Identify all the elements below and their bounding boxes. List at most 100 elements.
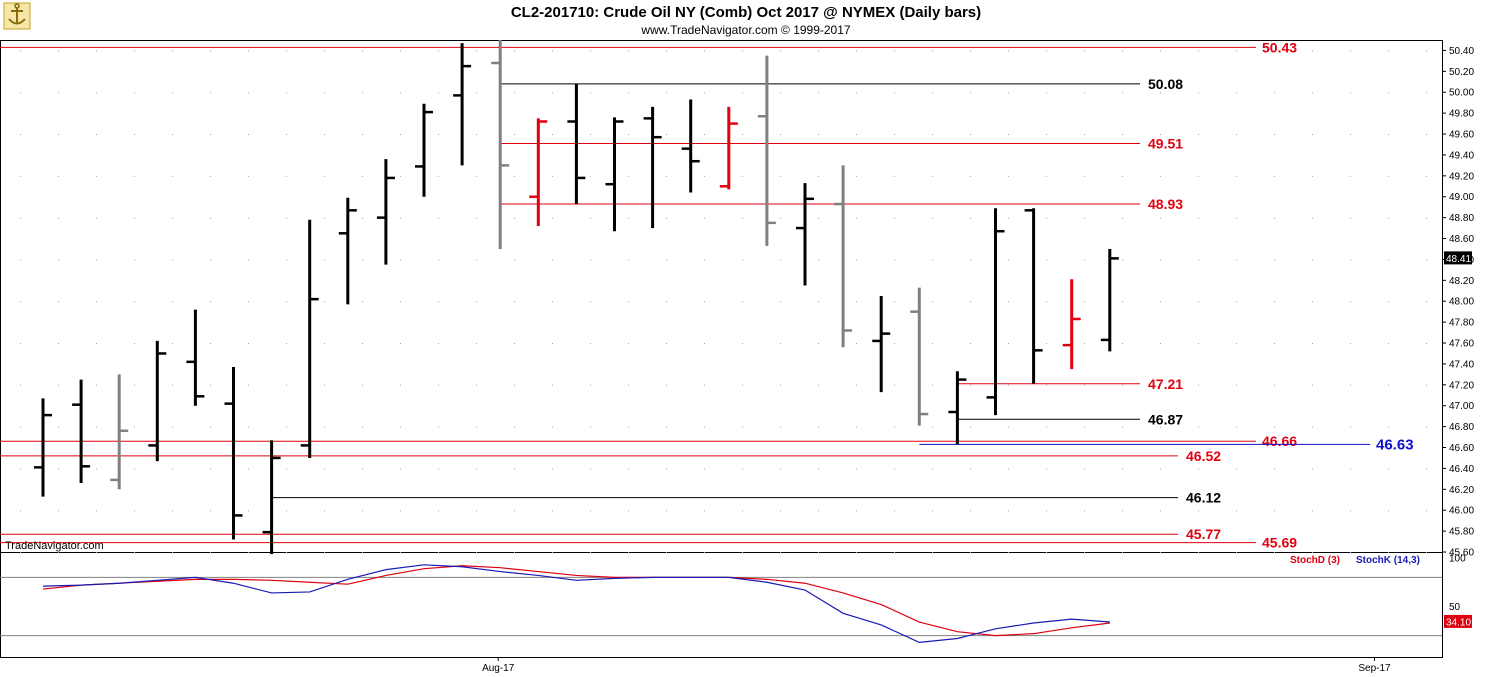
grid-dot [970,301,971,303]
grid-dot [1274,510,1275,512]
grid-dot [666,552,667,553]
grid-dot [1008,134,1009,136]
stoch-y-tick-label: 50 [1449,602,1461,613]
grid-dot [1236,510,1237,512]
grid-dot [58,343,59,345]
grid-dot [1084,426,1085,428]
grid-dot [780,50,781,52]
grid-dot [932,384,933,386]
grid-dot [628,426,629,428]
grid-dot [1426,552,1427,553]
grid-dot [1350,217,1351,219]
grid-dot [362,175,363,177]
grid-dot [1236,217,1237,219]
grid-dot [172,175,173,177]
grid-dot [1084,50,1085,52]
grid-dot [590,50,591,52]
grid-dot [666,343,667,345]
grid-dot [970,259,971,261]
grid-dot [134,468,135,470]
grid-dot [210,510,211,512]
grid-dot [400,384,401,386]
grid-dot [818,259,819,261]
grid-dot [856,175,857,177]
grid-dot [172,552,173,553]
y-tick-label: 47.80 [1449,318,1474,329]
grid-dot [1084,134,1085,136]
grid-dot [58,217,59,219]
grid-dot [96,468,97,470]
grid-dot [324,468,325,470]
grid-dot [1350,384,1351,386]
grid-dot [286,552,287,553]
grid-dot [742,468,743,470]
grid-dot [324,259,325,261]
y-tick-label: 48.20 [1449,276,1474,287]
grid-dot [1122,134,1123,136]
grid-dot [248,510,249,512]
grid-dot [780,92,781,94]
grid-dot [1426,384,1427,386]
grid-dot [1236,384,1237,386]
grid-dot [970,50,971,52]
x-tick-label: Sep-17 [1358,663,1391,674]
level-layer: 50.43 50.08 49.51 48.93 47.21 46.87 46.66 46.63… [0,39,1414,551]
grid-dot [1312,468,1313,470]
grid-dot [1198,468,1199,470]
grid-dot [438,384,439,386]
grid-dot [438,426,439,428]
grid-dot [1312,50,1313,52]
y-tick-label: 49.00 [1449,192,1474,203]
grid-dot [1426,259,1427,261]
grid-dot [590,384,591,386]
grid-dot [1160,175,1161,177]
grid-dot [96,510,97,512]
grid-dot [1160,92,1161,94]
grid-dot [210,50,211,52]
grid-dot [628,510,629,512]
y-tick-label: 46.60 [1449,443,1474,454]
grid-dot [1350,50,1351,52]
grid-dot [172,510,173,512]
grid-dot [704,50,705,52]
grid-dot [1274,301,1275,303]
grid-dot [172,259,173,261]
grid-dot [628,217,629,219]
grid-dot [438,217,439,219]
grid-dot [1198,552,1199,553]
grid-dot [894,468,895,470]
grid-dot [134,92,135,94]
x-tick-label: Aug-17 [482,663,515,674]
grid-dot [856,426,857,428]
grid-dot [894,134,895,136]
grid-dot [894,426,895,428]
grid-dot [590,510,591,512]
grid-dot [666,384,667,386]
grid-dot [666,468,667,470]
grid-dot [134,259,135,261]
grid-dot [438,343,439,345]
grid-dot [1084,175,1085,177]
grid-dot [1122,217,1123,219]
grid-dot [1312,175,1313,177]
grid-dot [210,426,211,428]
grid-dot [1046,134,1047,136]
grid-dot [970,552,971,553]
grid-dot [96,175,97,177]
grid-dot [324,175,325,177]
grid-dot [1084,259,1085,261]
level-label: 46.63 [1376,436,1414,453]
grid-dot [514,50,515,52]
grid-dot [362,92,363,94]
grid-dot [58,468,59,470]
grid-dot [362,50,363,52]
grid-dot [514,134,515,136]
grid-dot [1274,426,1275,428]
y-tick-label: 48.60 [1449,234,1474,245]
grid-dot [400,468,401,470]
grid-dot [1426,92,1427,94]
grid-dot [1046,343,1047,345]
grid-dot [210,175,211,177]
grid-dot [856,217,857,219]
y-tick-label: 48.00 [1449,297,1474,308]
